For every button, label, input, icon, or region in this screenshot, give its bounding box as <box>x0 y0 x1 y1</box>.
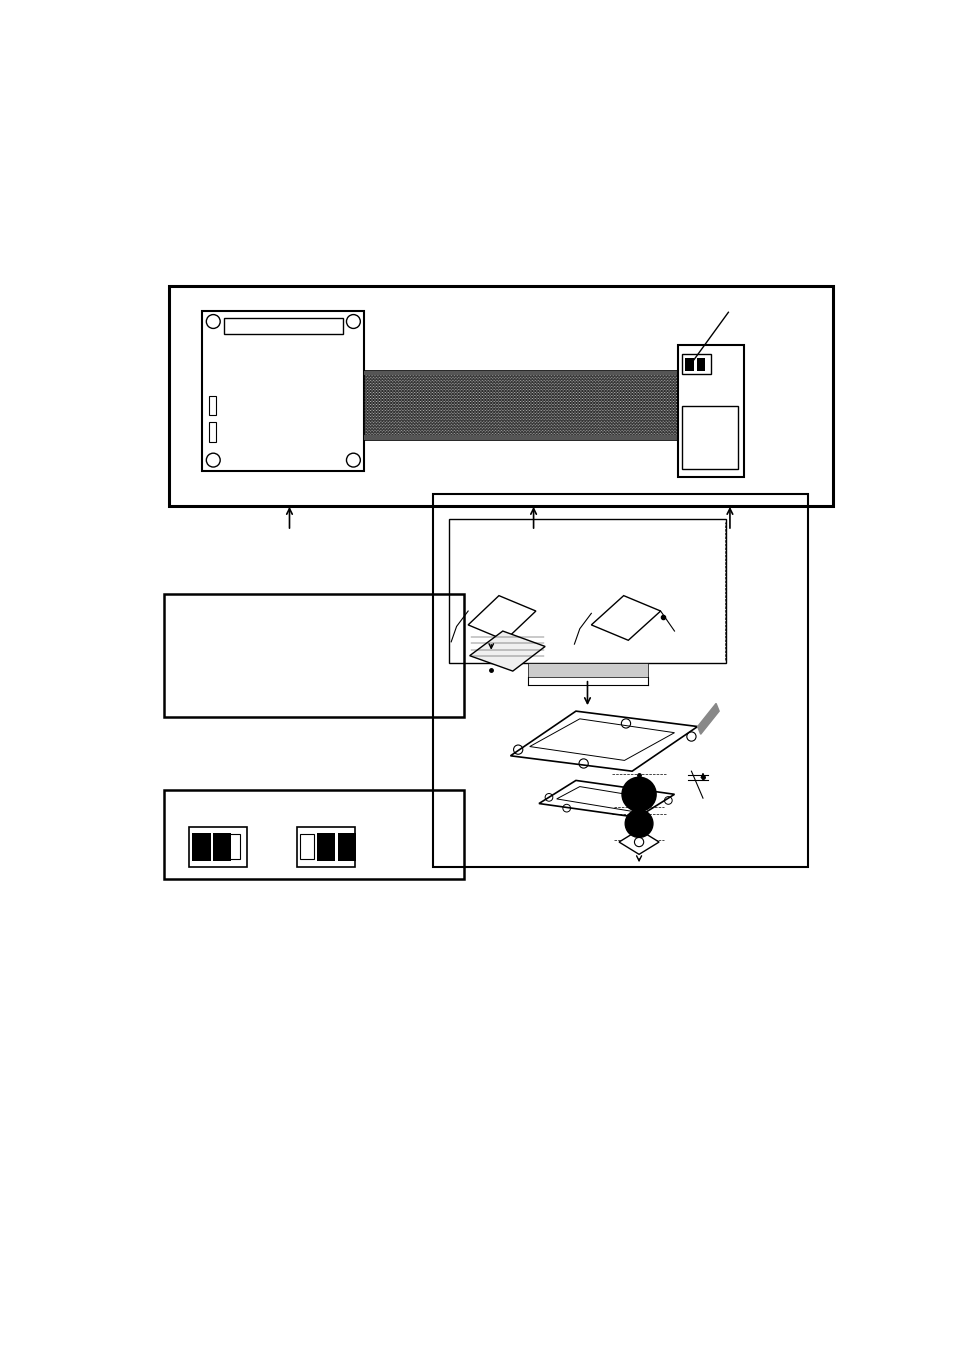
Bar <box>213 832 232 861</box>
Circle shape <box>632 817 644 830</box>
Bar <box>684 358 693 370</box>
Bar <box>433 494 807 867</box>
Bar <box>209 396 216 416</box>
Bar <box>299 835 314 859</box>
Bar <box>681 407 737 469</box>
Polygon shape <box>538 781 674 817</box>
Bar <box>226 835 239 859</box>
Bar <box>681 354 711 374</box>
Bar <box>192 832 211 861</box>
Bar <box>164 790 464 880</box>
Polygon shape <box>469 631 544 671</box>
Bar <box>316 832 335 861</box>
Bar <box>364 370 678 440</box>
Bar <box>164 594 464 717</box>
Circle shape <box>624 809 652 838</box>
Polygon shape <box>697 704 719 734</box>
Bar <box>202 311 364 471</box>
Bar <box>678 345 743 477</box>
Bar <box>224 319 342 334</box>
Bar <box>189 827 247 867</box>
Bar <box>449 519 725 663</box>
Bar <box>364 435 678 440</box>
Bar <box>364 370 678 376</box>
Circle shape <box>631 786 646 802</box>
Bar <box>170 286 832 505</box>
Polygon shape <box>618 830 659 854</box>
Circle shape <box>621 777 656 811</box>
Bar <box>209 423 216 442</box>
Bar <box>528 663 647 677</box>
Bar <box>337 832 355 861</box>
Polygon shape <box>510 711 697 771</box>
Bar <box>296 827 355 867</box>
Bar <box>696 358 704 370</box>
